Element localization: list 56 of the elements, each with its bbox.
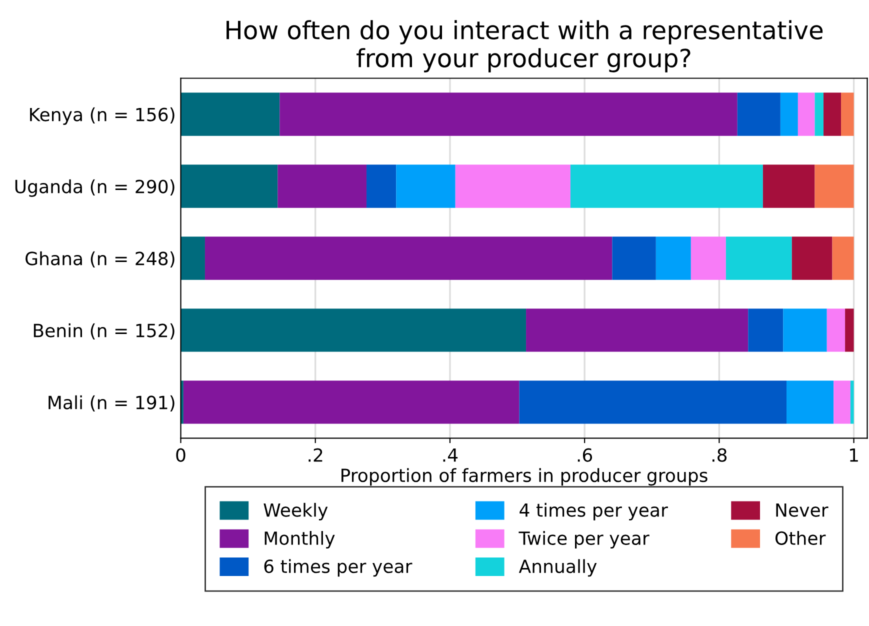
bar bbox=[204, 236, 612, 280]
bar bbox=[737, 92, 780, 136]
x-tick-label: .2 bbox=[308, 448, 322, 462]
legend-label: 4 times per year bbox=[520, 502, 668, 520]
bar bbox=[798, 92, 815, 136]
bar bbox=[832, 236, 854, 280]
bar bbox=[366, 164, 396, 208]
bar bbox=[850, 380, 854, 424]
bar bbox=[180, 308, 526, 352]
x-tick-label: .6 bbox=[578, 448, 592, 462]
legend-label: Twice per year bbox=[518, 531, 650, 548]
bar bbox=[183, 380, 520, 424]
legend-label: Weekly bbox=[264, 502, 328, 520]
legend-label: 6 times per year bbox=[264, 559, 412, 577]
y-tick-label: Kenya (n = 156) bbox=[30, 107, 174, 125]
y-tick-label: Mali (n = 191) bbox=[48, 395, 174, 412]
bar bbox=[780, 92, 798, 136]
x-tick-label: 0 bbox=[176, 448, 186, 462]
bar bbox=[786, 380, 834, 424]
bar bbox=[180, 92, 280, 136]
bar bbox=[814, 164, 854, 208]
x-tick-label: .8 bbox=[712, 448, 727, 462]
bar bbox=[656, 236, 691, 280]
bar bbox=[783, 308, 827, 352]
x-tick-label: .4 bbox=[443, 448, 458, 462]
bar bbox=[180, 236, 205, 280]
bar bbox=[826, 308, 846, 352]
bar bbox=[726, 236, 792, 280]
bar bbox=[792, 236, 832, 280]
legend-label: Monthly bbox=[264, 531, 335, 548]
bar bbox=[526, 308, 748, 352]
bar bbox=[519, 380, 786, 424]
bar bbox=[690, 236, 726, 280]
bar bbox=[455, 164, 570, 208]
bar bbox=[278, 164, 367, 208]
bar bbox=[834, 380, 850, 424]
bar bbox=[841, 92, 854, 136]
legend-label: Annually bbox=[518, 559, 597, 577]
bar bbox=[180, 164, 278, 208]
x-axis-title: Proportion of farmers in producer groups bbox=[342, 468, 708, 486]
bar bbox=[762, 164, 815, 208]
bar bbox=[612, 236, 656, 280]
y-tick-label: Ghana (n = 248) bbox=[26, 251, 174, 268]
bar bbox=[280, 92, 738, 136]
chart-title: How often do you interact with a representative from your producer group? bbox=[226, 20, 823, 72]
legend-label: Never bbox=[776, 503, 828, 517]
y-tick-label: Benin (n = 152) bbox=[34, 323, 174, 340]
bar bbox=[814, 92, 824, 136]
y-tick-label: Uganda (n = 290) bbox=[15, 179, 174, 197]
bar bbox=[845, 308, 854, 352]
x-tick-label: 1 bbox=[850, 448, 858, 462]
bar bbox=[824, 92, 842, 136]
bar bbox=[396, 164, 456, 208]
bar bbox=[570, 164, 763, 208]
legend-label: Other bbox=[775, 531, 826, 545]
bar bbox=[748, 308, 784, 352]
